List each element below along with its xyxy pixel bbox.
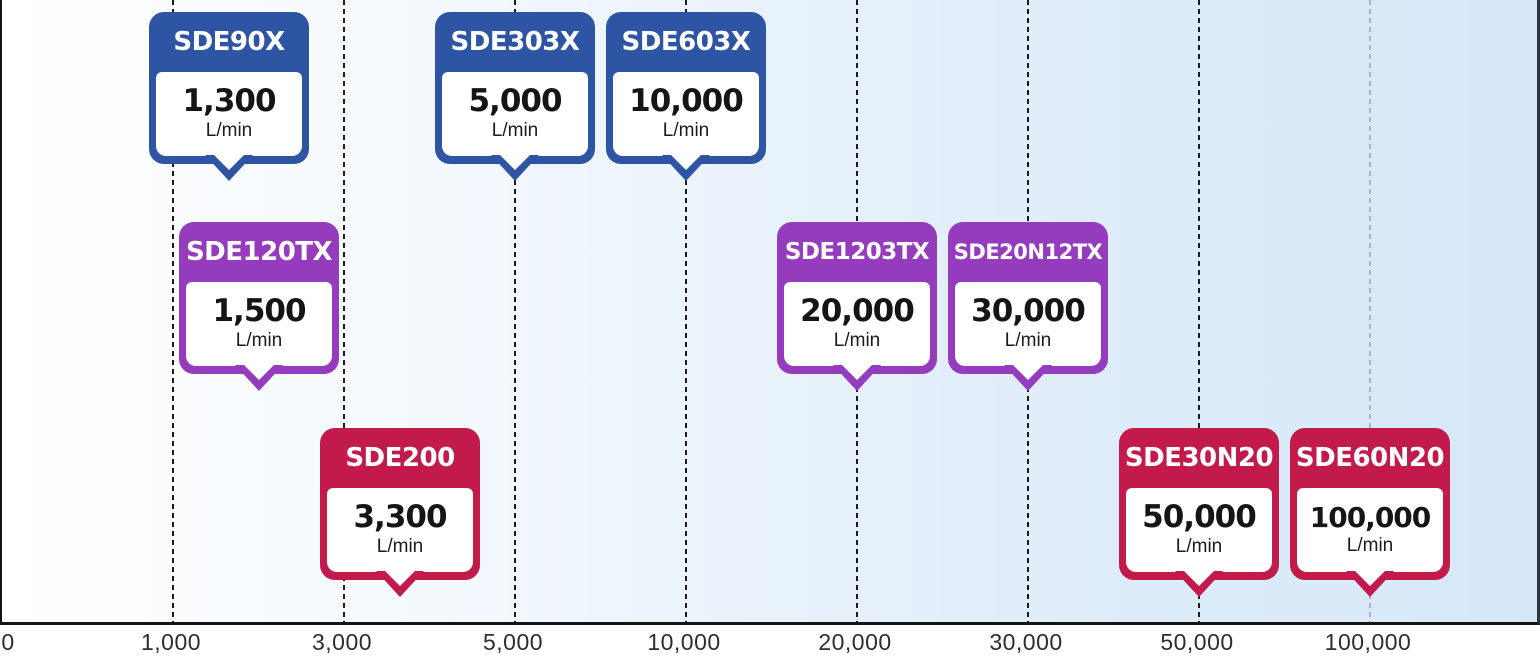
badge-bubble: SDE1203TX 20,000 L/min [777, 222, 937, 374]
product-badge: SDE60N20 100,000 L/min [1290, 428, 1450, 597]
flow-rate-unit: L/min [1004, 330, 1052, 351]
badge-bubble: SDE20N12TX 30,000 L/min [948, 222, 1108, 374]
flow-rate-value: 5,000 [468, 83, 562, 119]
pointer-tail-icon [662, 155, 710, 181]
model-name-label: SDE30N20 [1124, 443, 1274, 473]
badge-bubble: SDE120TX 1,500 L/min [179, 222, 339, 374]
gridline [343, 0, 345, 622]
flow-rate-unit: L/min [1175, 536, 1223, 557]
pointer-tail-icon [833, 365, 881, 391]
flow-rate-value: 30,000 [971, 293, 1086, 329]
flow-rate-unit: L/min [376, 536, 424, 557]
flow-rate-unit: L/min [662, 120, 710, 141]
pointer-tail-icon [1004, 365, 1052, 391]
badge-bubble: SDE603X 10,000 L/min [606, 12, 766, 164]
flow-rate-value: 1,300 [182, 83, 276, 119]
flow-rate-unit: L/min [235, 330, 283, 351]
badge-bubble: SDE90X 1,300 L/min [149, 12, 309, 164]
pointer-tail-icon [1175, 571, 1223, 597]
product-badge: SDE1203TX 20,000 L/min [777, 222, 937, 391]
flow-rate-unit: L/min [833, 330, 881, 351]
product-badge: SDE30N20 50,000 L/min [1119, 428, 1279, 597]
pointer-tail-icon [491, 155, 539, 181]
badge-bubble: SDE200 3,300 L/min [320, 428, 480, 580]
pointer-tail-icon [1346, 571, 1394, 597]
flow-rate-value: 20,000 [800, 293, 915, 329]
pointer-tail-icon [205, 155, 253, 181]
badge-bubble: SDE303X 5,000 L/min [435, 12, 595, 164]
model-name-label: SDE200 [345, 443, 455, 473]
badge-value-panel: 1,300 L/min [156, 72, 302, 156]
x-tick-label: 100,000 [1324, 629, 1412, 655]
x-tick-label: 3,000 [311, 629, 373, 655]
product-badge: SDE20N12TX 30,000 L/min [948, 222, 1108, 391]
product-badge: SDE303X 5,000 L/min [435, 12, 595, 181]
x-tick-label: 0 [1, 629, 15, 655]
gridline [172, 0, 174, 622]
flow-rate-value: 10,000 [629, 83, 744, 119]
product-badge: SDE120TX 1,500 L/min [179, 222, 339, 391]
x-tick-label: 20,000 [818, 629, 892, 655]
x-tick-label: 50,000 [1160, 629, 1234, 655]
badge-value-panel: 100,000 L/min [1297, 488, 1443, 572]
gridline [1369, 0, 1371, 622]
badge-value-panel: 30,000 L/min [955, 282, 1101, 366]
gridline [1198, 0, 1200, 622]
pointer-tail-icon [235, 365, 283, 391]
flow-rate-value: 1,500 [212, 293, 306, 329]
badge-value-panel: 1,500 L/min [186, 282, 332, 366]
flow-rate-value: 3,300 [353, 499, 447, 535]
x-tick-label: 5,000 [482, 629, 544, 655]
model-name-label: SDE603X [621, 27, 751, 57]
model-name-label: SDE20N12TX [953, 240, 1103, 264]
product-badge: SDE200 3,300 L/min [320, 428, 480, 597]
x-axis: 0 1,000 3,000 5,000 10,000 20,000 30,000 50,000… [0, 625, 1540, 658]
badge-value-panel: 50,000 L/min [1126, 488, 1272, 572]
flow-rate-value: 100,000 [1309, 500, 1432, 534]
badge-value-panel: 5,000 L/min [442, 72, 588, 156]
badge-value-panel: 3,300 L/min [327, 488, 473, 572]
badge-value-panel: 10,000 L/min [613, 72, 759, 156]
gridline [685, 0, 687, 622]
flow-rate-unit: L/min [205, 120, 253, 141]
flow-rate-unit: L/min [1346, 534, 1394, 556]
product-badge: SDE90X 1,300 L/min [149, 12, 309, 181]
gridline [514, 0, 516, 622]
x-tick-label: 10,000 [647, 629, 721, 655]
model-name-label: SDE1203TX [784, 239, 930, 265]
x-tick-label: 1,000 [140, 629, 202, 655]
badge-bubble: SDE60N20 100,000 L/min [1290, 428, 1450, 580]
product-badge: SDE603X 10,000 L/min [606, 12, 766, 181]
model-name-label: SDE90X [173, 27, 285, 57]
model-name-label: SDE120TX [185, 237, 333, 267]
plot-area: SDE90X 1,300 L/min SDE120TX 1,500 L/min … [0, 0, 1540, 625]
pointer-tail-icon [376, 571, 424, 597]
badge-bubble: SDE30N20 50,000 L/min [1119, 428, 1279, 580]
flow-rate-unit: L/min [491, 120, 539, 141]
flow-rate-value: 50,000 [1142, 499, 1257, 535]
model-name-label: SDE60N20 [1295, 443, 1445, 473]
model-name-label: SDE303X [450, 27, 580, 57]
badge-value-panel: 20,000 L/min [784, 282, 930, 366]
x-tick-label: 30,000 [989, 629, 1063, 655]
